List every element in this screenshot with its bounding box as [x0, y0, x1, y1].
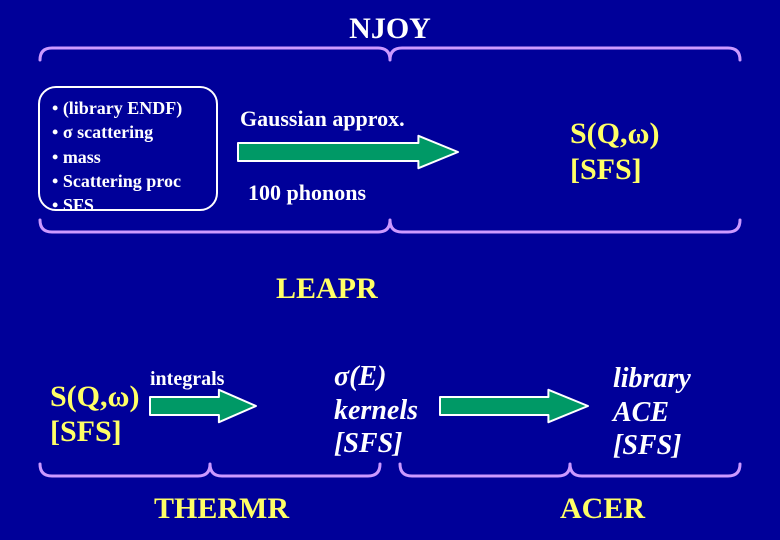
box-item: • SFS — [50, 193, 206, 217]
box-item: • mass — [50, 145, 206, 169]
gaussian-label: Gaussian approx. — [240, 106, 405, 132]
integrals-label: integrals — [150, 368, 224, 391]
input-box: • (library ENDF) • σ scattering • mass •… — [38, 86, 218, 211]
sqw-top: S(Q,ω)[SFS] — [570, 116, 659, 188]
box-item-text: Scattering proc — [63, 171, 181, 191]
phonons-label: 100 phonons — [248, 180, 366, 206]
leapr-label: LEAPR — [276, 272, 378, 306]
box-item-text: σ scattering — [63, 122, 153, 142]
box-item: • σ scattering — [50, 120, 206, 144]
box-item-text: mass — [63, 147, 101, 167]
box-item: • Scattering proc — [50, 169, 206, 193]
library-ace-label: libraryACE[SFS] — [613, 362, 691, 463]
sigma-e-label: σ(E)kernels[SFS] — [334, 360, 418, 461]
page-title: NJOY — [0, 0, 780, 46]
sqw-left: S(Q,ω)[SFS] — [50, 380, 139, 449]
box-item-text: (library ENDF) — [63, 98, 182, 118]
box-item-text: SFS — [63, 195, 94, 215]
thermr-label: THERMR — [154, 492, 289, 526]
box-item: • (library ENDF) — [50, 96, 206, 120]
acer-label: ACER — [560, 492, 645, 526]
